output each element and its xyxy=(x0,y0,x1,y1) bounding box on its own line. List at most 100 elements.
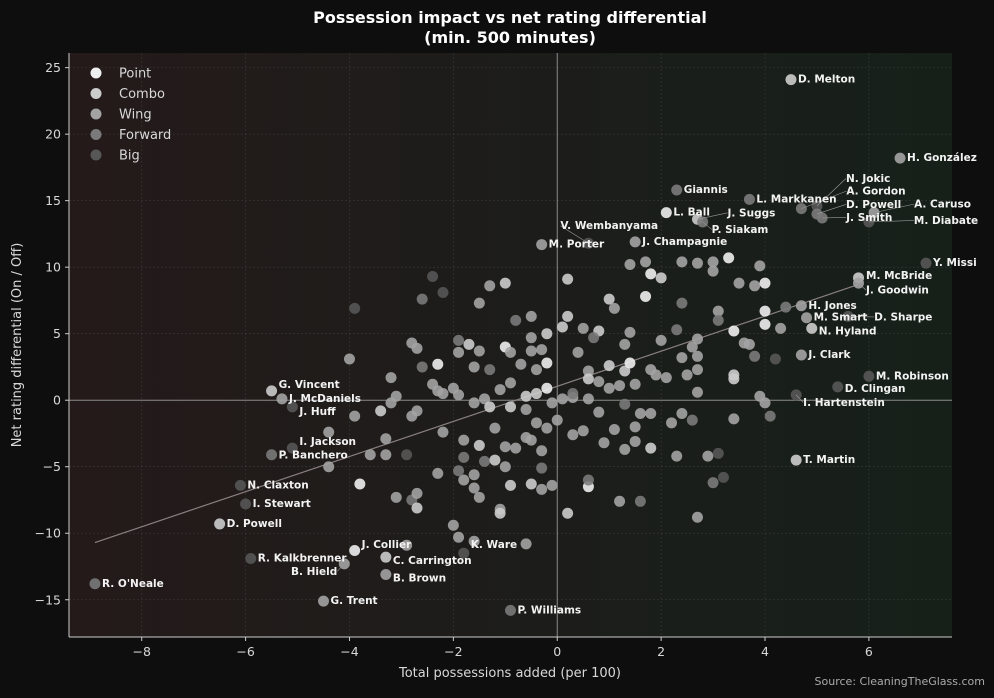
data-point xyxy=(582,393,594,405)
data-point xyxy=(401,539,413,551)
data-point xyxy=(567,388,579,400)
data-point xyxy=(536,344,548,356)
label-leader-line xyxy=(697,212,728,220)
x-axis-label: Total possessions added (per 100) xyxy=(398,666,621,681)
label-leader-lines xyxy=(337,178,915,572)
data-point xyxy=(323,461,335,473)
point-label: L. Markkanen xyxy=(756,193,836,205)
data-point xyxy=(619,443,631,455)
data-point xyxy=(343,353,355,365)
data-point xyxy=(619,365,631,377)
label-leader-line xyxy=(795,394,804,403)
point-label: M. Diabate xyxy=(914,215,978,227)
data-point xyxy=(572,346,584,358)
data-point xyxy=(655,334,667,346)
data-point xyxy=(733,277,745,289)
data-point-labeled xyxy=(286,401,298,413)
data-point xyxy=(510,314,522,326)
data-point-labeled xyxy=(266,385,278,397)
data-point xyxy=(541,422,553,434)
data-point xyxy=(437,426,449,438)
source-note: Source: CleaningTheGlass.com xyxy=(814,675,985,688)
data-point xyxy=(691,386,703,398)
data-point xyxy=(530,364,542,376)
data-point xyxy=(536,462,548,474)
x-tick-label: 6 xyxy=(865,644,873,659)
data-point xyxy=(432,467,444,479)
data-point xyxy=(520,538,532,550)
y-axis-label: Net rating differential (On / Off) xyxy=(10,243,25,448)
data-point xyxy=(354,478,366,490)
point-label: J. McDaniels xyxy=(288,393,361,405)
data-point-labeled xyxy=(505,604,516,616)
point-label: D. Powell xyxy=(846,199,901,211)
data-point-labeled xyxy=(660,207,672,219)
label-leader-line xyxy=(822,217,847,219)
data-point xyxy=(619,338,631,350)
x-tick-label: 4 xyxy=(761,644,769,659)
data-point xyxy=(349,302,361,314)
data-point xyxy=(406,410,418,422)
data-point xyxy=(634,495,646,507)
data-point xyxy=(479,393,491,405)
data-point xyxy=(484,280,496,292)
label-leader-line xyxy=(868,220,914,223)
data-point xyxy=(769,353,781,365)
data-point xyxy=(712,447,724,459)
y-tick-label: 10 xyxy=(45,260,61,275)
point-label: M. McBride xyxy=(866,270,932,282)
point-label: H. Jones xyxy=(808,300,856,312)
point-label: Giannis xyxy=(684,184,728,196)
data-point xyxy=(494,384,506,396)
point-label: J. Smith xyxy=(845,212,892,224)
point-label: M. Smart xyxy=(814,312,868,324)
data-point xyxy=(743,338,755,350)
label-leader-line xyxy=(848,316,875,318)
data-point xyxy=(546,479,558,491)
data-point xyxy=(749,280,761,292)
data-point-labeled xyxy=(795,300,807,312)
data-point xyxy=(775,322,787,334)
data-point-labeled xyxy=(795,349,807,361)
label-leader-line xyxy=(858,282,867,291)
point-label: B. Brown xyxy=(393,572,446,584)
point-label: V. Wembanyama xyxy=(560,220,658,232)
data-point xyxy=(640,290,652,302)
legend-label: Big xyxy=(119,149,140,164)
data-point xyxy=(603,360,615,372)
label-leader-line xyxy=(874,203,915,213)
data-point xyxy=(608,302,620,314)
data-point xyxy=(686,414,698,426)
data-point-labeled xyxy=(743,193,755,205)
data-point xyxy=(717,471,729,483)
data-point xyxy=(375,405,387,417)
data-point xyxy=(473,491,485,503)
data-point xyxy=(505,377,516,389)
legend-label: Combo xyxy=(119,87,165,102)
x-tick-label: −2 xyxy=(444,644,462,659)
data-point xyxy=(473,297,485,309)
y-tick-label: −15 xyxy=(35,592,61,607)
data-point xyxy=(525,345,537,357)
data-point xyxy=(671,324,683,336)
y-tick-label: 15 xyxy=(45,193,61,208)
data-point xyxy=(634,408,646,420)
data-point-labeled xyxy=(785,74,797,86)
data-point xyxy=(546,397,558,409)
data-point xyxy=(780,301,792,313)
data-point xyxy=(536,483,548,495)
data-point xyxy=(453,346,465,358)
data-point xyxy=(629,435,641,447)
legend-marker xyxy=(90,67,102,79)
data-point xyxy=(593,406,605,418)
data-point xyxy=(624,259,636,271)
data-point-labeled xyxy=(214,518,226,530)
data-point xyxy=(691,333,703,345)
data-point xyxy=(562,273,574,285)
point-label: G. Vincent xyxy=(279,379,340,391)
axes: −8 −6 −4 −2 0 2 4 6 −15 −10 −5 0 5 10 15 20 25 xyxy=(35,53,952,659)
data-point xyxy=(484,401,496,413)
data-point xyxy=(759,318,771,330)
point-label: T. Martin xyxy=(803,454,855,466)
data-point xyxy=(520,390,532,402)
